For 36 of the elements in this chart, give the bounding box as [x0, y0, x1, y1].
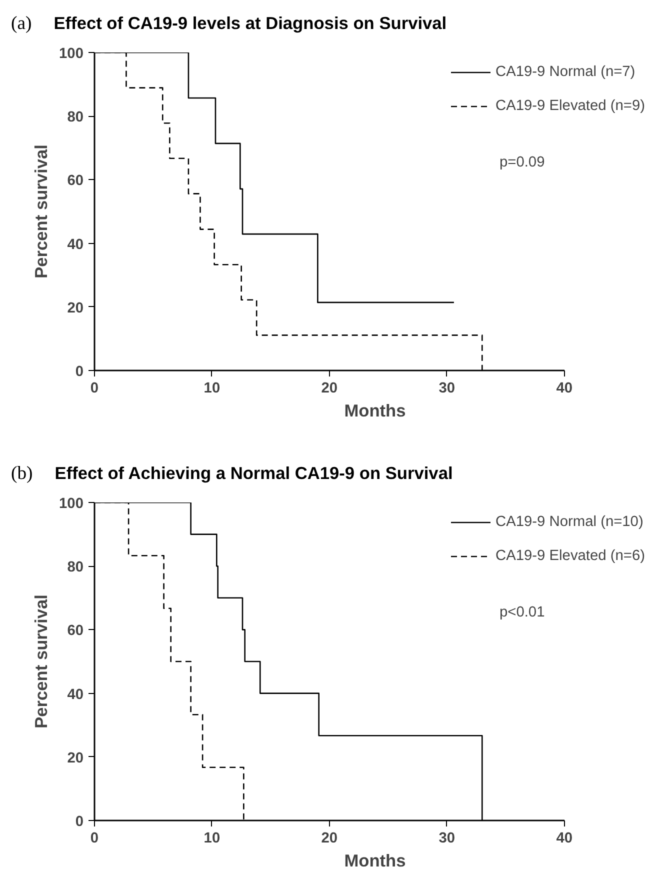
x-tick-label: 40 [556, 380, 573, 396]
x-tick-label: 20 [321, 380, 338, 396]
text: (b) [11, 463, 33, 484]
y-tick-label: 0 [75, 814, 84, 830]
y-tick-label: 100 [59, 46, 84, 62]
y-tick-label: 80 [67, 560, 84, 576]
legend-label: CA19-9 Normal (n=7) [496, 64, 636, 80]
chart-title: Effect of Achieving a Normal CA19-9 on Survival [54, 463, 453, 483]
legend-label: CA19-9 Normal (n=10) [496, 514, 644, 530]
x-tick-label: 0 [90, 380, 99, 396]
y-axis-title: Percent survival [31, 144, 52, 278]
y-axis-title: Percent survival [31, 594, 52, 728]
text: (a) [11, 13, 32, 34]
x-tick-label: 10 [204, 830, 220, 846]
y-tick-label: 60 [67, 623, 84, 640]
y-tick-label: 20 [67, 750, 84, 766]
legend-label: CA19-9 Elevated (n=9) [496, 98, 645, 114]
x-tick-label: 10 [204, 380, 220, 396]
legend-label: CA19-9 Elevated (n=6) [496, 548, 645, 564]
y-tick-label: 100 [59, 496, 84, 512]
x-tick-label: 0 [90, 830, 99, 846]
x-tick-label: 30 [438, 830, 456, 846]
annotation: p<0.01 [500, 604, 545, 620]
y-tick-label: 60 [67, 173, 84, 190]
y-tick-label: 0 [75, 364, 84, 380]
x-tick-label: 20 [321, 830, 338, 846]
x-axis-title: Months [344, 850, 406, 870]
y-tick-label: 80 [67, 110, 84, 126]
y-tick-label: 40 [67, 236, 84, 253]
x-axis-title: Months [344, 400, 406, 420]
x-tick-label: 40 [556, 830, 573, 846]
x-tick-label: 30 [438, 380, 456, 396]
y-tick-label: 20 [67, 300, 84, 316]
y-tick-label: 40 [67, 686, 84, 703]
annotation: p=0.09 [500, 154, 545, 170]
chart-title: Effect of CA19-9 levels at Diagnosis on Survival [54, 13, 447, 33]
